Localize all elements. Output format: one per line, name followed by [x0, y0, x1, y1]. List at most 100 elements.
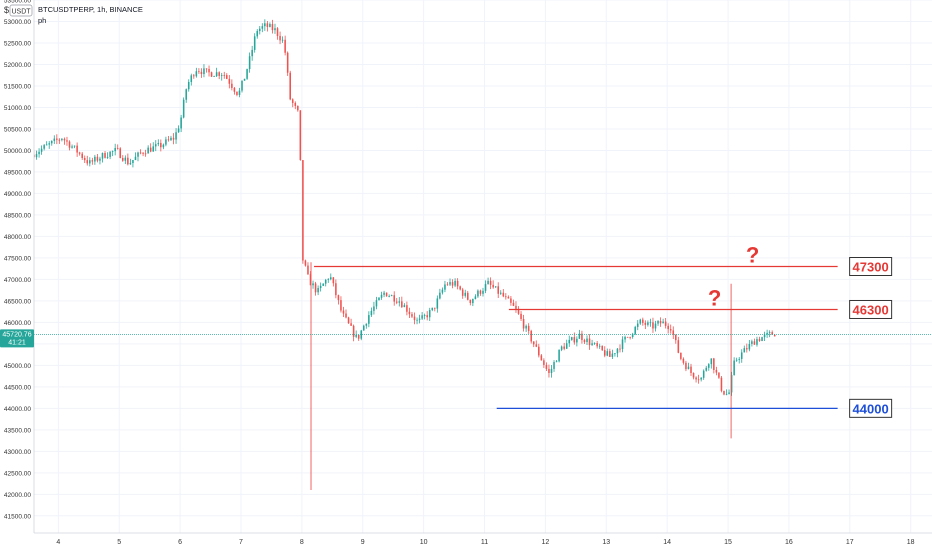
candle-body — [707, 364, 710, 368]
candle-body — [499, 292, 502, 294]
candle-body — [636, 323, 639, 327]
candle-body — [576, 338, 578, 343]
candle-body — [170, 137, 172, 141]
candle-body — [165, 139, 167, 145]
candle-body — [299, 110, 302, 161]
candle-body — [669, 329, 672, 331]
candle-body — [307, 265, 309, 275]
x-tick-label: 4 — [56, 539, 60, 546]
candle-body — [142, 152, 144, 154]
candle-body — [505, 296, 507, 298]
candle-body — [61, 138, 63, 140]
candle-body — [761, 337, 763, 341]
candle-body — [489, 280, 492, 285]
candle-body — [434, 307, 436, 309]
candle-body — [243, 78, 246, 81]
candle-body — [172, 137, 175, 140]
candle-body — [332, 277, 335, 284]
y-tick-label: 46500.00 — [4, 298, 31, 305]
candle-body — [162, 144, 165, 148]
candle-body — [119, 148, 122, 158]
candle-body — [439, 292, 441, 299]
candle-body — [598, 345, 601, 347]
candle-body — [147, 147, 149, 154]
candle-body — [286, 52, 289, 73]
candle-body — [570, 337, 573, 340]
candle-body — [773, 334, 776, 337]
currency-badge-frame[interactable] — [9, 4, 33, 17]
candle-body — [426, 315, 428, 318]
question-mark: ? — [746, 243, 759, 268]
candle-body — [200, 71, 203, 75]
y-tick-label: 43500.00 — [4, 427, 31, 434]
candle-body — [91, 160, 94, 162]
level-label-box — [849, 398, 893, 418]
x-tick-label: 5 — [117, 539, 121, 546]
candle-body — [672, 330, 675, 335]
candle-body — [591, 343, 593, 346]
candle-body — [114, 148, 116, 152]
candle-body — [330, 277, 332, 280]
candle-body — [497, 286, 500, 294]
candle-body — [309, 274, 312, 286]
candle-body — [139, 152, 142, 154]
candle-body — [751, 341, 753, 344]
question-mark: ? — [708, 285, 721, 310]
candle-body — [644, 322, 647, 325]
level-label: 44000 — [853, 401, 889, 416]
candle-body — [302, 160, 304, 261]
y-tick-label: 53500.00 — [4, 0, 31, 5]
candle-body — [96, 156, 99, 161]
level-label-box — [849, 299, 893, 319]
price-axis[interactable]: 53500.00 53000.00 52500.00 52000.00 51500.00… — [0, 0, 35, 550]
candle-body — [530, 330, 532, 342]
candle-body — [494, 286, 497, 288]
x-tick-label: 8 — [300, 539, 304, 546]
candle-body — [324, 279, 327, 284]
candle-body — [406, 305, 408, 312]
candle-body — [127, 157, 129, 165]
candle-body — [548, 368, 550, 374]
candle-body — [715, 369, 718, 373]
y-tick-label: 52000.00 — [4, 62, 31, 69]
candle-body — [616, 348, 619, 354]
y-tick-label: 48500.00 — [4, 212, 31, 219]
candle-body — [639, 319, 642, 324]
candle-body — [368, 315, 370, 324]
candle-body — [461, 289, 464, 296]
candle-body — [482, 290, 484, 294]
candle-body — [540, 355, 543, 361]
candle-body — [116, 148, 119, 149]
candle-body — [238, 90, 241, 95]
candle-body — [76, 145, 78, 153]
candle-body — [175, 132, 177, 140]
candle-body — [81, 153, 83, 158]
symbol-title: BTCUSDTPERP, 1h, BINANCE — [38, 5, 143, 14]
candle-body — [517, 308, 520, 314]
candle-body — [728, 392, 730, 394]
candle-body — [621, 339, 624, 350]
candle-body — [352, 325, 355, 337]
time-axis[interactable]: 4 5 6 7 8 9 10 11 12 13 14 15 16 17 18 — [34, 532, 932, 546]
candle-body — [38, 151, 40, 155]
candle-body — [50, 140, 53, 144]
currency-prefix: $ — [4, 5, 9, 15]
candle-body — [276, 28, 279, 36]
candle-body — [378, 297, 380, 301]
candle-body — [606, 351, 609, 356]
candle-body — [195, 71, 198, 77]
candle-body — [241, 80, 243, 91]
candle-body — [601, 345, 604, 351]
candle-body — [428, 310, 431, 318]
candle-body — [319, 285, 322, 289]
y-tick-label: 46000.00 — [4, 320, 31, 327]
candle-body — [454, 280, 456, 286]
candle-body — [558, 349, 560, 362]
candle-body — [337, 295, 340, 301]
candle-body — [583, 340, 586, 343]
candle-body — [390, 295, 393, 297]
current-price-value: 45720.76 — [2, 331, 31, 338]
candle-body — [357, 334, 360, 339]
x-tick-label: 7 — [239, 539, 243, 546]
